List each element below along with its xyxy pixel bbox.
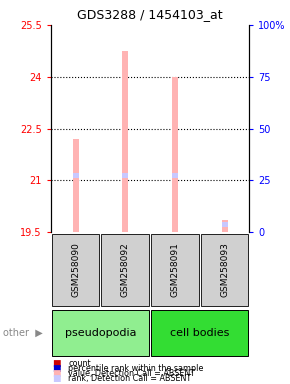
Text: GSM258092: GSM258092 (121, 242, 130, 297)
Bar (122, 51, 128, 232)
Bar (172, 77, 178, 232)
Bar (72, 139, 79, 232)
Bar (102, 234, 149, 306)
Text: ■: ■ (52, 369, 61, 378)
Bar (122, 173, 128, 177)
Text: GSM258090: GSM258090 (71, 242, 80, 297)
Text: value, Detection Call = ABSENT: value, Detection Call = ABSENT (68, 369, 195, 378)
Bar (151, 310, 249, 356)
Text: count: count (68, 359, 91, 368)
Title: GDS3288 / 1454103_at: GDS3288 / 1454103_at (77, 8, 223, 21)
Text: other  ▶: other ▶ (3, 328, 43, 338)
Text: percentile rank within the sample: percentile rank within the sample (68, 364, 204, 373)
Bar (201, 234, 249, 306)
Bar (222, 220, 228, 232)
Text: ■: ■ (52, 364, 61, 373)
Bar (52, 310, 149, 356)
Text: cell bodies: cell bodies (170, 328, 229, 338)
Bar (172, 173, 178, 177)
Bar (72, 173, 79, 177)
Bar (52, 234, 99, 306)
Text: pseudopodia: pseudopodia (65, 328, 136, 338)
Bar (151, 234, 199, 306)
Text: GSM258093: GSM258093 (220, 242, 229, 297)
Text: ■: ■ (52, 374, 61, 383)
Text: rank, Detection Call = ABSENT: rank, Detection Call = ABSENT (68, 374, 191, 383)
Bar (222, 222, 228, 227)
Text: GSM258091: GSM258091 (171, 242, 180, 297)
Text: ■: ■ (52, 359, 61, 368)
